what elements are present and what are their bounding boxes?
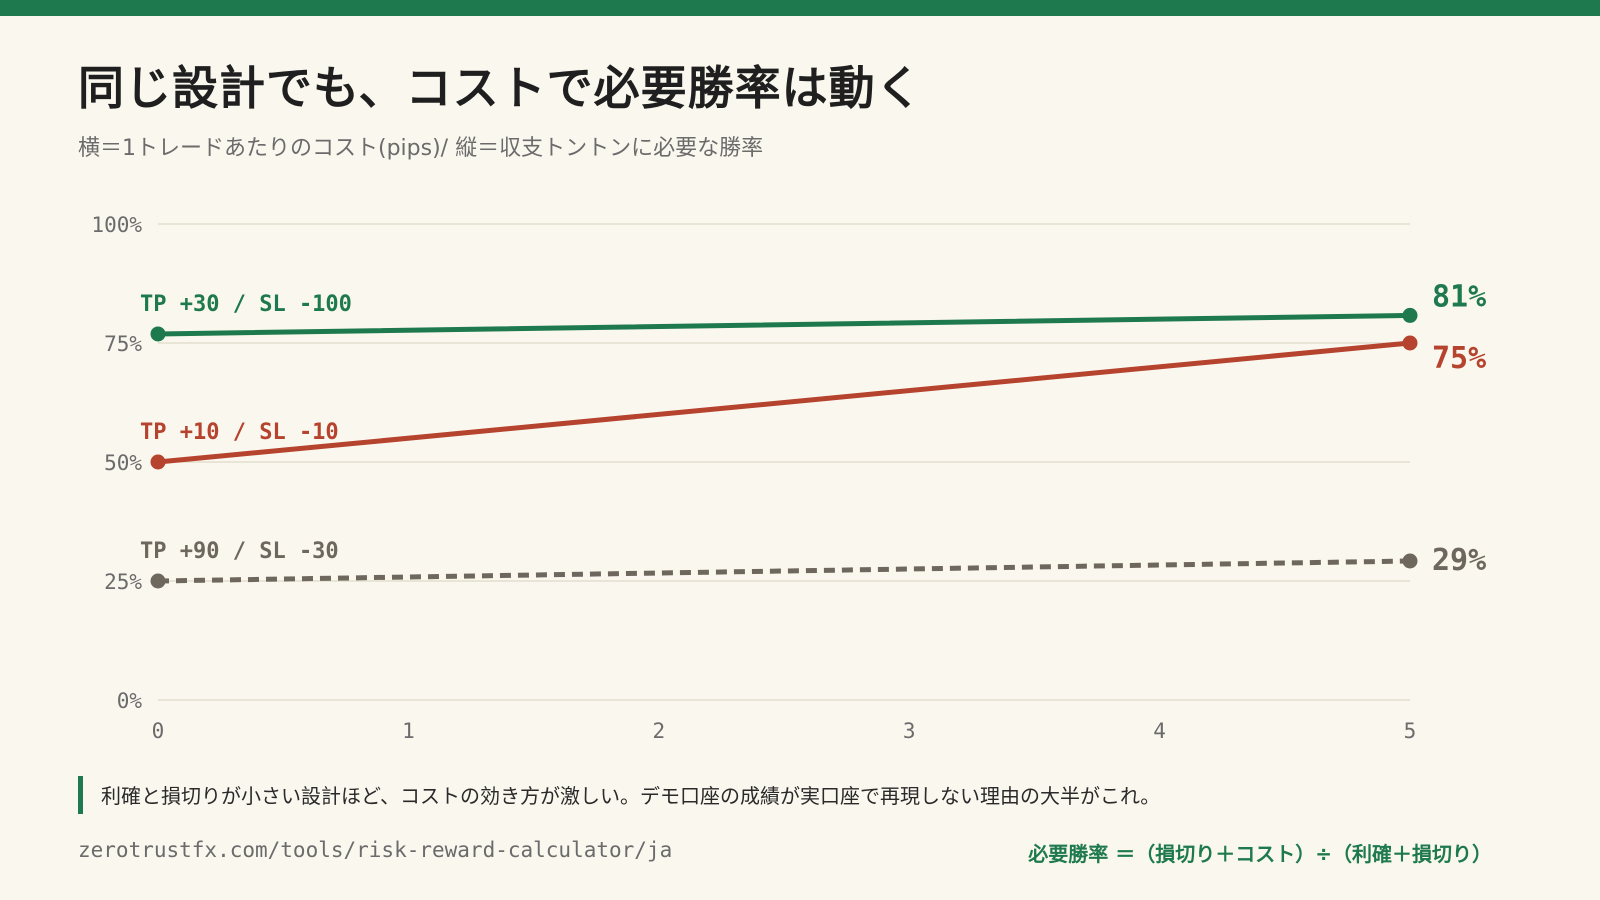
data-point	[150, 454, 166, 470]
line-chart: 0% 25% 50% 75% 100% 0 1 2 3 4 5 TP +30 / SL -100 81%…	[91, 213, 1486, 743]
page-subtitle: 横＝1トレードあたりのコスト(pips)/ 縦＝収支トントンに必要な勝率	[78, 136, 764, 161]
y-tick-label: 0%	[117, 689, 143, 713]
series-2: TP +10 / SL -10 75%	[140, 335, 1486, 470]
series-label: TP +10 / SL -10	[140, 420, 339, 445]
x-tick-label: 0	[152, 719, 165, 743]
end-value-label: 81%	[1432, 279, 1486, 314]
data-point	[150, 573, 166, 589]
note-accent-bar	[78, 776, 83, 814]
y-tick-label: 75%	[104, 332, 142, 356]
y-tick-label: 25%	[104, 570, 142, 594]
series-line	[155, 340, 1413, 465]
y-tick-label: 50%	[104, 451, 142, 475]
formula-label: 必要勝率 ＝（損切り＋コスト）÷（利確＋損切り）	[1028, 842, 1492, 866]
x-tick-label: 3	[903, 719, 916, 743]
end-value-label: 75%	[1432, 341, 1486, 376]
y-tick-label: 100%	[91, 213, 142, 237]
series-line	[157, 558, 1411, 584]
data-point	[1402, 335, 1418, 351]
series-line	[155, 312, 1413, 337]
series-3: TP +90 / SL -30 29%	[140, 539, 1486, 589]
x-tick-label: 1	[402, 719, 415, 743]
data-point	[150, 326, 166, 342]
page-title: 同じ設計でも、コストで必要勝率は動く	[78, 61, 923, 115]
end-value-label: 29%	[1432, 543, 1486, 578]
series-label: TP +30 / SL -100	[140, 292, 352, 317]
x-tick-label: 5	[1404, 719, 1417, 743]
x-tick-label: 2	[652, 719, 665, 743]
footnote: 利確と損切りが小さい設計ほど、コストの効き方が激しい。デモ口座の成績が実口座で再…	[101, 784, 1161, 808]
series-1: TP +30 / SL -100 81%	[140, 279, 1486, 342]
data-point	[1402, 553, 1418, 569]
source-url: zerotrustfx.com/tools/risk-reward-calcul…	[78, 838, 673, 862]
data-point	[1402, 307, 1418, 323]
series-label: TP +90 / SL -30	[140, 539, 339, 564]
x-tick-label: 4	[1153, 719, 1166, 743]
top-accent-bar	[0, 0, 1600, 16]
